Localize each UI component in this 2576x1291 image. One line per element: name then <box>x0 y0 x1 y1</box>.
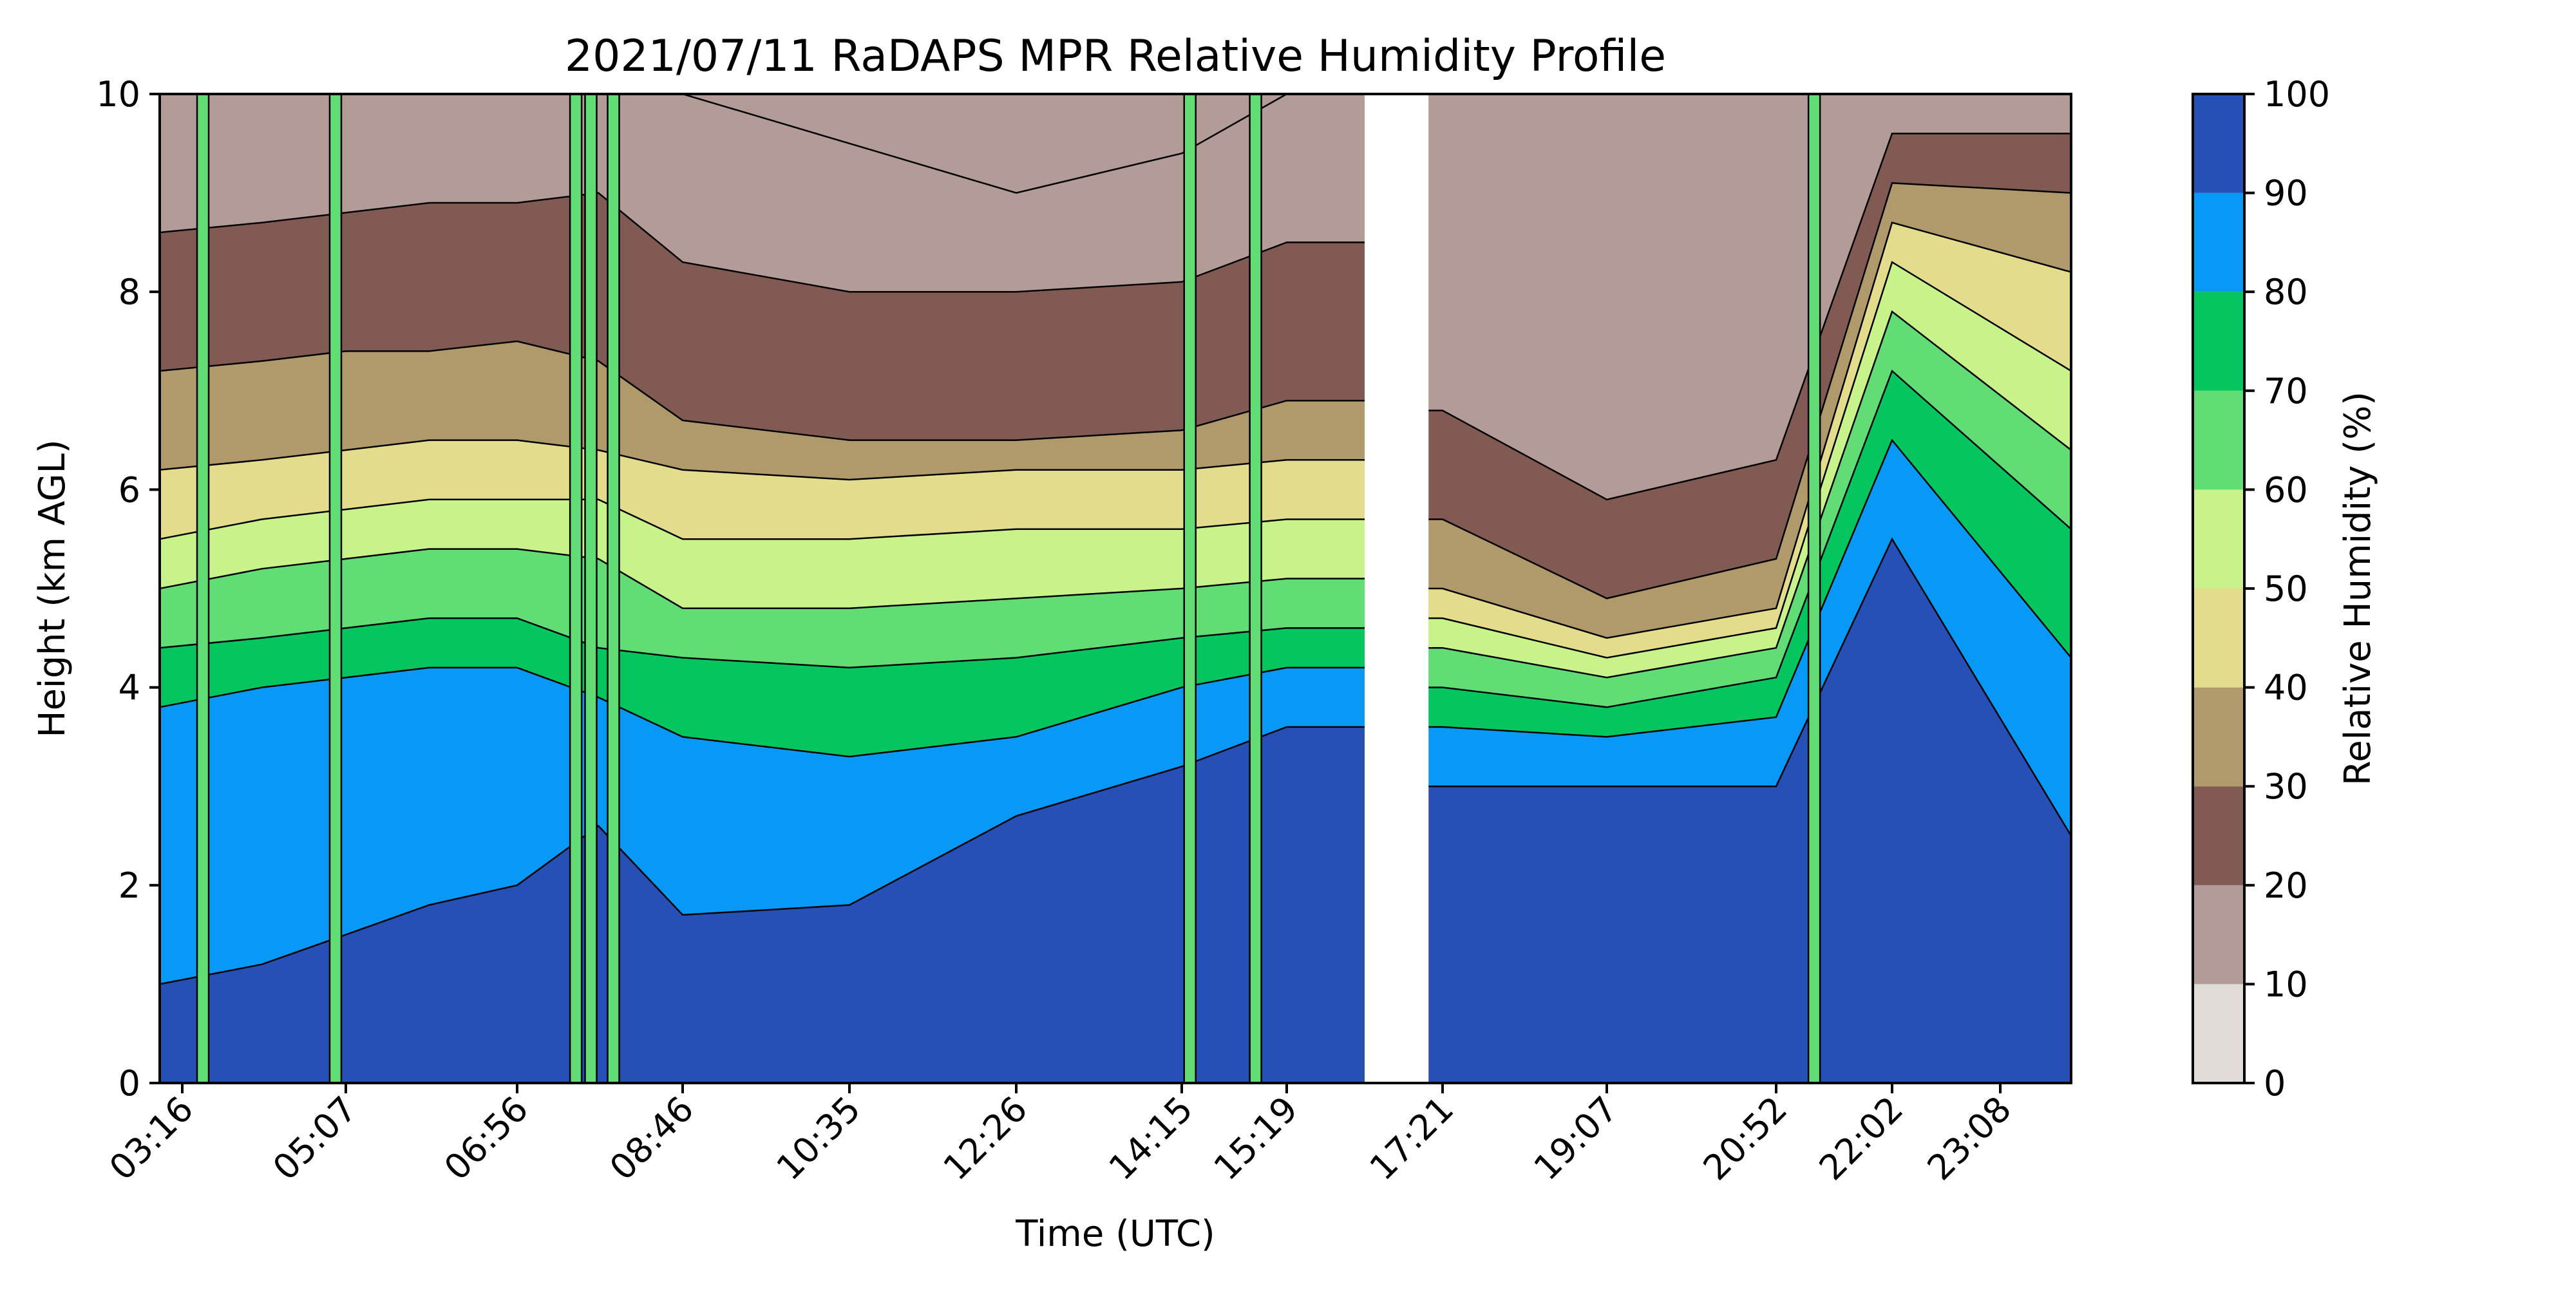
x-tick-label: 17:21 <box>1362 1089 1462 1189</box>
y-tick-label: 2 <box>118 865 140 906</box>
colorbar-swatch-50-60 <box>2193 489 2244 589</box>
y-axis-label: Height (km AGL) <box>32 439 73 737</box>
colorbar-tick-label: 0 <box>2264 1063 2286 1104</box>
colorbar-label: Relative Humidity (%) <box>2337 391 2379 786</box>
x-axis: 03:16 05:07 06:56 08:46 10:35 12:26 14:15 15:19… <box>102 1083 2020 1189</box>
moist-column <box>1807 94 1821 1083</box>
x-tick-label: 08:46 <box>602 1089 702 1189</box>
moist-column <box>1249 94 1262 1083</box>
chart-title: 2021/07/11 RaDAPS MPR Relative Humidity … <box>565 31 1666 82</box>
rh-band-10-20-seg1 <box>160 94 1365 292</box>
rh-band-40-50-seg2 <box>1428 222 2071 658</box>
rh-contour-90-seg2 <box>1428 537 2071 836</box>
rh-band-60-70-seg2 <box>1428 311 2071 708</box>
colorbar-swatch-0-10 <box>2193 984 2244 1083</box>
x-tick-label: 19:07 <box>1526 1089 1626 1189</box>
x-tick-label: 15:19 <box>1206 1089 1306 1189</box>
colorbar-swatch-70-80 <box>2193 292 2244 391</box>
colorbar-tick-label: 80 <box>2264 272 2308 312</box>
y-tick-label: 10 <box>96 74 140 115</box>
missing-data-gap <box>1365 94 1429 1083</box>
rh-band-20-30-seg1 <box>160 193 1365 440</box>
rh-contour-50-seg2 <box>1428 261 2071 659</box>
x-tick-label: 03:16 <box>102 1089 202 1189</box>
x-tick-label: 12:26 <box>936 1089 1036 1189</box>
colorbar-swatch-30-40 <box>2193 687 2244 787</box>
x-tick-label: 10:35 <box>769 1089 869 1189</box>
colorbar-swatch-80-90 <box>2193 193 2244 292</box>
colorbar-swatch-90-100 <box>2193 94 2244 193</box>
rh-band-50-60-seg1 <box>160 499 1365 608</box>
moist-column <box>1183 94 1197 1083</box>
x-axis-label: Time (UTC) <box>1015 1213 1215 1255</box>
rh-contour-40-seg2 <box>1428 221 2071 639</box>
x-tick-label: 06:56 <box>437 1089 536 1189</box>
colorbar-tick-label: 100 <box>2264 74 2330 115</box>
rh-band-30-40-seg2 <box>1428 183 2071 638</box>
colorbar-tick-label: 10 <box>2264 964 2308 1004</box>
colorbar-tick-label: 90 <box>2264 173 2308 214</box>
y-tick-label: 0 <box>118 1063 140 1104</box>
y-tick-label: 4 <box>118 668 140 708</box>
moist-column <box>569 94 583 1083</box>
rh-band-40-50-seg1 <box>160 440 1365 540</box>
plot-area <box>160 94 2071 1083</box>
rh-contour-80-seg2 <box>1428 438 2071 738</box>
y-axis: 0 2 4 6 8 10 <box>96 74 160 1104</box>
rh-band-30-40-seg1 <box>160 341 1365 480</box>
rh-band-10-20-seg2 <box>1428 94 2071 500</box>
colorbar: 0 10 20 30 40 50 60 70 80 90 100 <box>2192 74 2330 1104</box>
x-tick-label: 05:07 <box>265 1089 365 1189</box>
plot-frame <box>158 93 2072 1084</box>
rh-band-80-90-seg1 <box>160 667 1365 985</box>
y-tick-label: 8 <box>118 272 140 312</box>
moist-column <box>196 94 210 1083</box>
colorbar-swatch-10-20 <box>2193 885 2244 985</box>
colorbar-tick-label: 20 <box>2264 865 2308 906</box>
rh-contour-70-seg2 <box>1428 369 2071 708</box>
x-tick-label: 14:15 <box>1101 1089 1201 1189</box>
y-tick-label: 6 <box>118 469 140 510</box>
moist-column <box>607 94 620 1083</box>
x-tick-label: 22:02 <box>1812 1089 1911 1189</box>
moist-column <box>584 94 598 1083</box>
rh-band-90-100-seg2 <box>1428 539 2071 1083</box>
rh-band-80-90-seg2 <box>1428 440 2071 836</box>
colorbar-tick-label: 50 <box>2264 569 2308 609</box>
rh-contour-60-seg2 <box>1428 310 2071 679</box>
colorbar-tick-label: 30 <box>2264 766 2308 807</box>
rh-contour-10-seg1 <box>160 94 1365 194</box>
colorbar-swatch-20-30 <box>2193 786 2244 885</box>
colorbar-tick-label: 70 <box>2264 371 2308 411</box>
rh-band-20-30-seg2 <box>1428 133 2071 599</box>
moist-column <box>328 94 343 1083</box>
x-tick-label: 23:08 <box>1920 1089 2020 1189</box>
rh-band-50-60-seg2 <box>1428 262 2071 678</box>
colorbar-swatch-60-70 <box>2193 390 2244 490</box>
x-tick-label: 20:52 <box>1696 1089 1795 1189</box>
colorbar-tick-label: 40 <box>2264 668 2308 708</box>
rh-contour-30-seg2 <box>1428 182 2071 599</box>
rh-contour-20-seg2 <box>1428 133 2071 501</box>
colorbar-tick-label: 60 <box>2264 469 2308 510</box>
colorbar-swatch-40-50 <box>2193 589 2244 688</box>
rh-band-90-100-seg1 <box>160 727 1365 1083</box>
